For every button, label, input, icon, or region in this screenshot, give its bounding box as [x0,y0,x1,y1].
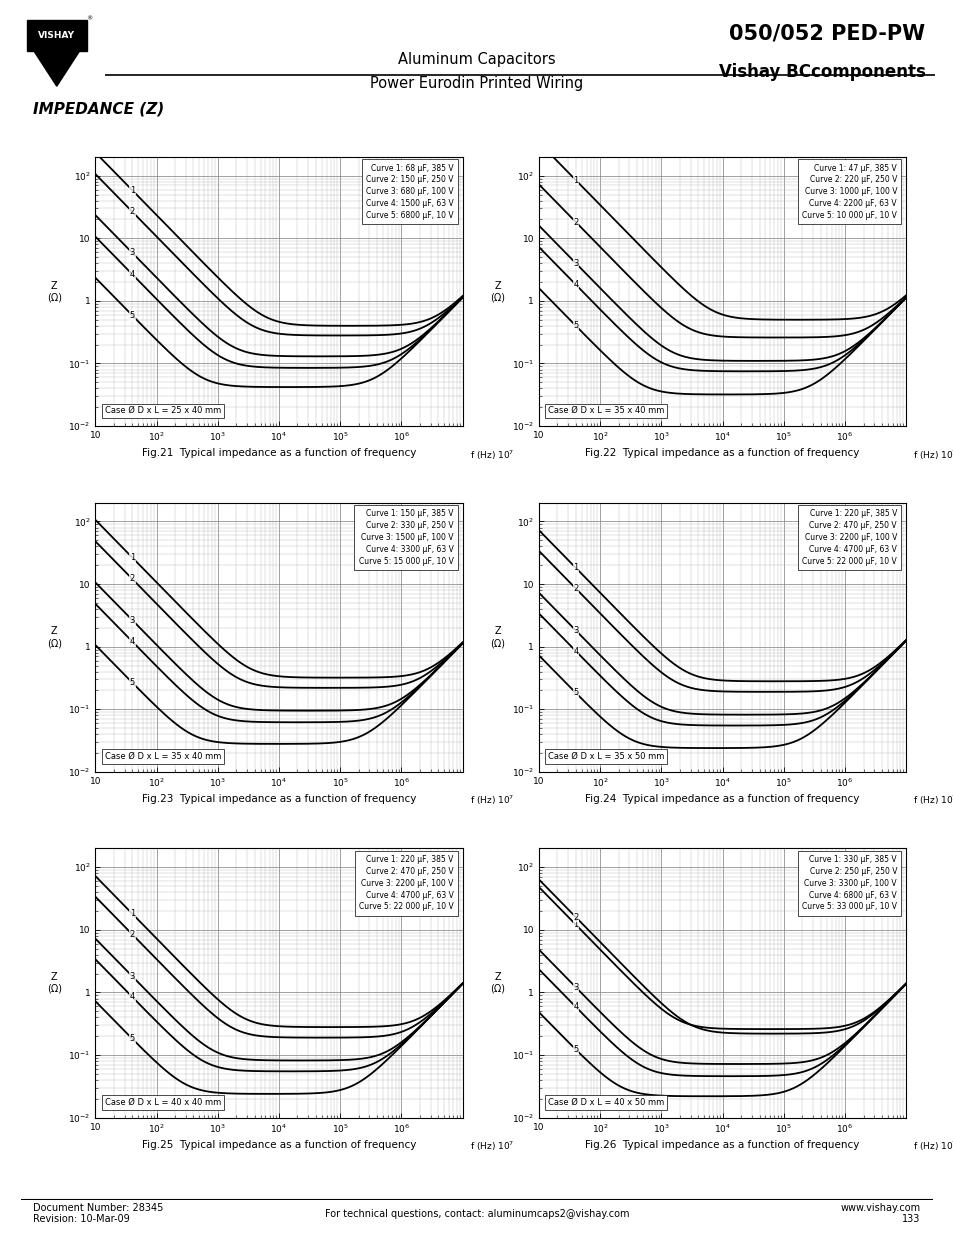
Text: 3: 3 [573,983,578,992]
Y-axis label: Z
(Ω): Z (Ω) [47,626,62,648]
Text: Fig.24  Typical impedance as a function of frequency: Fig.24 Typical impedance as a function o… [585,794,859,804]
Text: Fig.22  Typical impedance as a function of frequency: Fig.22 Typical impedance as a function o… [585,448,859,458]
Text: 4: 4 [573,280,578,289]
Text: Curve 1: 330 μF, 385 V
Curve 2: 250 μF, 250 V
Curve 3: 3300 μF, 100 V
Curve 4: 6: Curve 1: 330 μF, 385 V Curve 2: 250 μF, … [801,855,896,911]
Text: 5: 5 [130,1034,134,1044]
Text: f (Hz) $10^7$: f (Hz) $10^7$ [469,1140,514,1153]
Text: Fig.23  Typical impedance as a function of frequency: Fig.23 Typical impedance as a function o… [142,794,416,804]
Text: 3: 3 [130,972,134,981]
Text: 3: 3 [573,626,578,635]
Text: 4: 4 [130,270,134,279]
Text: 3: 3 [130,615,134,625]
Text: Case Ø D x L = 25 x 40 mm: Case Ø D x L = 25 x 40 mm [105,406,220,415]
Text: Curve 1: 220 μF, 385 V
Curve 2: 470 μF, 250 V
Curve 3: 2200 μF, 100 V
Curve 4: 4: Curve 1: 220 μF, 385 V Curve 2: 470 μF, … [801,509,896,566]
Text: 5: 5 [573,1045,578,1053]
Text: 4: 4 [130,993,134,1002]
Y-axis label: Z
(Ω): Z (Ω) [490,972,505,994]
Text: Aluminum Capacitors: Aluminum Capacitors [397,52,556,67]
Text: 050/052 PED-PW: 050/052 PED-PW [728,23,924,43]
Text: Curve 1: 68 μF, 385 V
Curve 2: 150 μF, 250 V
Curve 3: 680 μF, 100 V
Curve 4: 150: Curve 1: 68 μF, 385 V Curve 2: 150 μF, 2… [365,163,453,220]
Text: For technical questions, contact: aluminumcaps2@vishay.com: For technical questions, contact: alumin… [324,1209,629,1219]
Text: 1: 1 [573,175,578,185]
Text: 5: 5 [573,321,578,330]
Text: Curve 1: 220 μF, 385 V
Curve 2: 470 μF, 250 V
Curve 3: 2200 μF, 100 V
Curve 4: 4: Curve 1: 220 μF, 385 V Curve 2: 470 μF, … [358,855,453,911]
Y-axis label: Z
(Ω): Z (Ω) [47,280,62,303]
Text: ®: ® [86,16,92,21]
Text: 2: 2 [573,584,578,593]
Text: Power Eurodin Printed Wiring: Power Eurodin Printed Wiring [370,77,583,91]
Text: Case Ø D x L = 40 x 50 mm: Case Ø D x L = 40 x 50 mm [548,1098,663,1107]
Text: Fig.25  Typical impedance as a function of frequency: Fig.25 Typical impedance as a function o… [142,1140,416,1150]
Text: 5: 5 [130,311,134,320]
Text: Curve 1: 150 μF, 385 V
Curve 2: 330 μF, 250 V
Curve 3: 1500 μF, 100 V
Curve 4: 3: Curve 1: 150 μF, 385 V Curve 2: 330 μF, … [358,509,453,566]
Text: f (Hz) $10^7$: f (Hz) $10^7$ [912,448,953,462]
Text: Case Ø D x L = 35 x 40 mm: Case Ø D x L = 35 x 40 mm [548,406,664,415]
Text: VISHAY: VISHAY [38,31,75,40]
Text: f (Hz) $10^7$: f (Hz) $10^7$ [469,794,514,808]
Text: 1: 1 [130,185,134,195]
Text: 1: 1 [573,920,578,929]
Text: f (Hz) $10^7$: f (Hz) $10^7$ [912,1140,953,1153]
Text: 1: 1 [130,909,134,919]
Text: Vishay BCcomponents: Vishay BCcomponents [718,63,924,80]
Text: 2: 2 [130,930,134,939]
Y-axis label: Z
(Ω): Z (Ω) [490,626,505,648]
Text: 4: 4 [130,637,134,646]
Text: 2: 2 [130,574,134,583]
Text: Revision: 10-Mar-09: Revision: 10-Mar-09 [33,1214,130,1224]
Text: Case Ø D x L = 40 x 40 mm: Case Ø D x L = 40 x 40 mm [105,1098,220,1107]
Y-axis label: Z
(Ω): Z (Ω) [47,972,62,994]
Text: 2: 2 [573,913,578,921]
Text: 2: 2 [573,217,578,227]
Polygon shape [34,51,79,86]
Text: 3: 3 [130,248,134,257]
Text: Case Ø D x L = 35 x 50 mm: Case Ø D x L = 35 x 50 mm [548,752,664,761]
Text: 5: 5 [130,678,134,687]
Text: f (Hz) $10^7$: f (Hz) $10^7$ [912,794,953,808]
Y-axis label: Z
(Ω): Z (Ω) [490,280,505,303]
Text: Fig.26  Typical impedance as a function of frequency: Fig.26 Typical impedance as a function o… [585,1140,859,1150]
Text: 3: 3 [573,259,578,268]
Text: f (Hz) $10^7$: f (Hz) $10^7$ [469,448,514,462]
Text: 1: 1 [573,563,578,573]
Text: 5: 5 [573,688,578,698]
Text: 1: 1 [130,553,134,562]
Text: Case Ø D x L = 35 x 40 mm: Case Ø D x L = 35 x 40 mm [105,752,221,761]
Text: www.vishay.com: www.vishay.com [840,1203,920,1213]
Text: Document Number: 28345: Document Number: 28345 [33,1203,164,1213]
Text: 4: 4 [573,1003,578,1011]
Bar [27,21,87,51]
Text: Curve 1: 47 μF, 385 V
Curve 2: 220 μF, 250 V
Curve 3: 1000 μF, 100 V
Curve 4: 22: Curve 1: 47 μF, 385 V Curve 2: 220 μF, 2… [801,163,896,220]
Text: 133: 133 [902,1214,920,1224]
Text: 2: 2 [130,207,134,216]
Text: 4: 4 [573,647,578,656]
Text: Fig.21  Typical impedance as a function of frequency: Fig.21 Typical impedance as a function o… [142,448,416,458]
Text: IMPEDANCE (Z): IMPEDANCE (Z) [33,101,165,116]
